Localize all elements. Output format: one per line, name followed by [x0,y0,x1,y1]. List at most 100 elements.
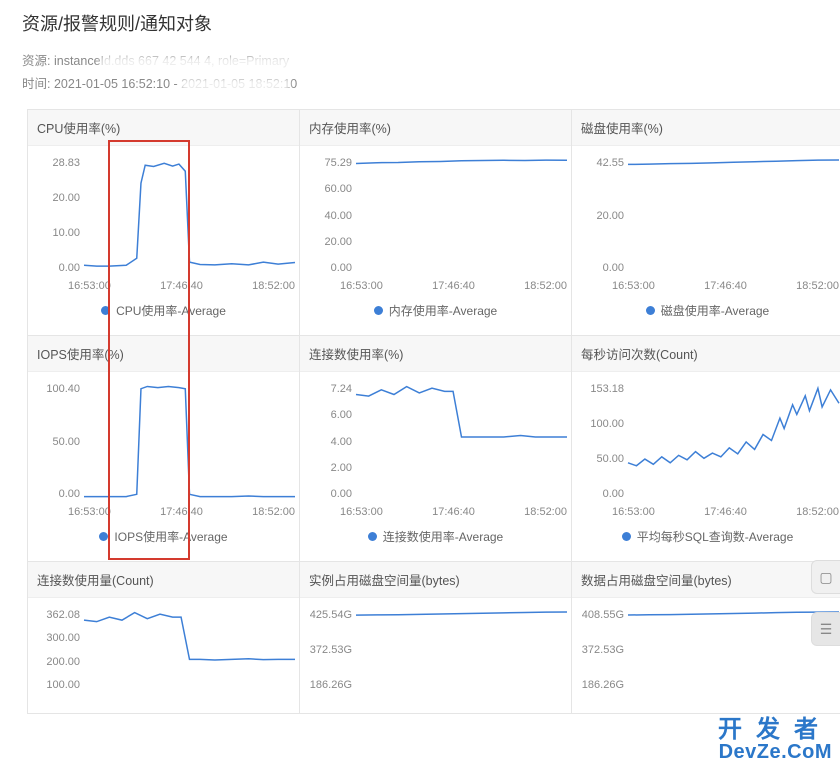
legend-label: CPU使用率-Average [116,302,226,319]
redaction-blur [180,78,290,92]
legend-label: 连接数使用率-Average [383,528,503,545]
time-line: 时间: 2021-01-05 16:52:10 - 2021-01-05 18:… [22,73,818,96]
x-tick-label: 16:53:00 [612,280,655,292]
x-axis-labels: 16:53:00 17:46:40 18:52:00 [612,506,839,518]
x-tick-label: 16:53:00 [340,506,383,518]
y-tick-label: 200.00 [34,657,80,668]
chart-panel-data_disk: 数据占用磁盘空间量(bytes) 408.55G 372.53G 186.26G [571,561,840,714]
plot-region [356,386,567,500]
x-tick-label: 18:52:00 [796,506,839,518]
chart-legend: 平均每秒SQL查询数-Average [572,522,840,561]
plot-region [84,612,295,691]
y-tick-label: 0.00 [578,263,624,274]
chart-panel-conn_count: 连接数使用量(Count) 362.08300.00200.00100.00 [27,561,300,714]
x-tick-label: 17:46:40 [432,506,475,518]
y-axis-labels: 28.8320.0010.000.00 [34,158,80,274]
chart-area[interactable]: 425.54G372.53G186.26G [300,598,571,713]
y-tick-label: 75.29 [306,158,352,169]
chart-area[interactable]: 42.5520.000.00 16:53:0017:46:4018:52:00 [572,146,840,296]
x-axis-labels: 16:53:0017:46:4018:52:00 [612,280,839,292]
chart-legend: 磁盘使用率-Average [572,296,840,335]
y-tick-label: 40.00 [306,211,352,222]
x-tick-label: 18:52:00 [252,280,295,292]
y-tick-label: 4.00 [306,437,352,448]
y-axis-labels: 42.55 20.00 0.00 [578,158,624,274]
x-tick-label: 18:52:00 [252,506,295,518]
plot-region [356,612,567,691]
chart-panel-conn_pct: 连接数使用率(%)7.246.004.002.000.00 16:53:0017… [299,335,572,562]
side-tabs: ▢ ☰ [811,560,840,646]
x-tick-label: 16:53:00 [340,280,383,292]
chart-area[interactable]: 100.4050.000.00 16:53:0017:46:4018:52:00 [28,372,299,522]
panel-title: 磁盘使用率(%) [572,110,840,146]
y-tick-label: 20.00 [578,211,624,222]
y-tick-label: 20.00 [34,193,80,204]
x-tick-label: 16:53:00 [68,280,111,292]
chart-legend: 内存使用率-Average [300,296,571,335]
legend-label: 内存使用率-Average [389,302,497,319]
legend-dot-icon [374,306,383,315]
y-tick-label: 0.00 [306,489,352,500]
y-axis-labels: 7.246.004.002.000.00 [306,384,352,500]
chart-panel-iops: IOPS使用率(%)100.4050.000.00 16:53:0017:46:… [27,335,300,562]
chart-panel-inst_disk: 实例占用磁盘空间量(bytes)425.54G372.53G186.26G [299,561,572,714]
y-tick-label: 186.26G [306,680,352,691]
dashboard-grid: CPU使用率(%)28.8320.0010.000.00 16:53:0017:… [27,109,840,713]
y-tick-label: 60.00 [306,184,352,195]
y-tick-label: 100.40 [34,384,80,395]
x-tick-label: 16:53:00 [612,506,655,518]
chart-panel-disk: 磁盘使用率(%)42.5520.000.00 16:53:0017:46:401… [571,109,840,336]
y-tick-label: 372.53G [306,645,352,656]
y-tick-label: 2.00 [306,463,352,474]
y-axis-labels: 425.54G372.53G186.26G [306,610,352,691]
redaction-blur [100,56,300,74]
chart-area[interactable]: 75.2960.0040.0020.000.00 16:53:0017:46:4… [300,146,571,296]
panel-title: CPU使用率(%) [28,110,299,146]
x-tick-label: 17:46:40 [160,506,203,518]
side-tab-chat-icon[interactable]: ▢ [811,560,840,594]
legend-dot-icon [99,532,108,541]
y-tick-label: 42.55 [578,158,624,169]
y-tick-label: 408.55G [578,610,624,621]
panel-title: 连接数使用率(%) [300,336,571,372]
breadcrumb: 资源/报警规则/通知对象 [22,10,818,36]
x-axis-labels: 16:53:00 17:46:40 18:52:00 [68,506,295,518]
y-tick-label: 100.00 [578,419,624,430]
legend-label: 磁盘使用率-Average [661,302,769,319]
panel-title: 数据占用磁盘空间量(bytes) [572,562,840,598]
chart-area[interactable]: 408.55G 372.53G 186.26G [572,598,840,713]
legend-dot-icon [368,532,377,541]
plot-region [84,160,295,274]
x-tick-label: 16:53:00 [68,506,111,518]
chart-area[interactable]: 153.18100.0050.000.00 16:53:0017:46:4018… [572,372,840,522]
legend-dot-icon [646,306,655,315]
plot-region [356,160,567,274]
x-tick-label: 17:46:40 [704,506,747,518]
legend-label: IOPS使用率-Average [114,528,227,545]
y-tick-label: 362.08 [34,610,80,621]
chart-area[interactable]: 362.08300.00200.00100.00 [28,598,299,713]
y-tick-label: 186.26G [578,680,624,691]
y-tick-label: 50.00 [578,454,624,465]
x-tick-label: 18:52:00 [524,280,567,292]
x-tick-label: 17:46:40 [704,280,747,292]
watermark: 开发者 DevZe.CoM [718,717,832,763]
x-axis-labels: 16:53:00 17:46:40 18:52:00 [340,506,567,518]
chart-panel-mem: 内存使用率(%)75.2960.0040.0020.000.00 16:53:0… [299,109,572,336]
chart-area[interactable]: 7.246.004.002.000.00 16:53:0017:46:4018:… [300,372,571,522]
x-axis-labels: 16:53:0017:46:4018:52:00 [340,280,567,292]
x-tick-label: 18:52:00 [524,506,567,518]
chart-panel-cpu: CPU使用率(%)28.8320.0010.000.00 16:53:0017:… [27,109,300,336]
plot-region [84,386,295,500]
plot-region [628,386,839,500]
y-axis-labels: 75.2960.0040.0020.000.00 [306,158,352,274]
plot-region [628,612,839,691]
chart-area[interactable]: 28.8320.0010.000.00 16:53:0017:46:4018:5… [28,146,299,296]
side-tab-tool-icon[interactable]: ☰ [811,612,840,646]
y-tick-label: 0.00 [34,263,80,274]
y-axis-labels: 362.08300.00200.00100.00 [34,610,80,691]
y-tick-label: 372.53G [578,645,624,656]
panel-title: IOPS使用率(%) [28,336,299,372]
legend-label: 平均每秒SQL查询数-Average [637,528,794,545]
panel-title: 连接数使用量(Count) [28,562,299,598]
